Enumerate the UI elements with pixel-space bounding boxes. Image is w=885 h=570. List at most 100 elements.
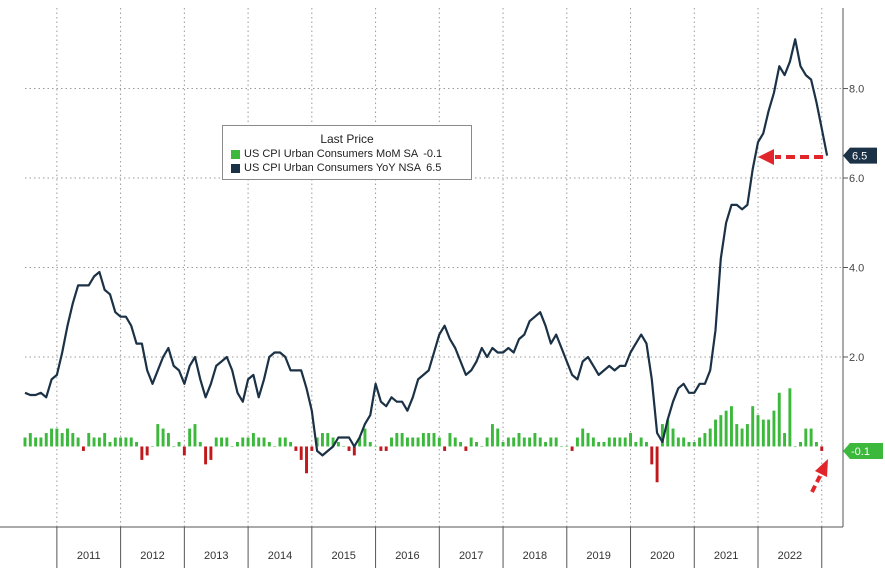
mom-bar [278, 437, 282, 447]
mom-bar [729, 406, 733, 447]
mom-bar [517, 433, 521, 447]
mom-bar [501, 441, 505, 447]
mom-bar [512, 437, 516, 447]
mom-bars [23, 388, 824, 483]
mom-bar [740, 428, 744, 447]
mom-bar [485, 437, 489, 447]
mom-bar [39, 437, 43, 447]
mom-bar [374, 446, 378, 447]
mom-bar [714, 419, 717, 447]
mom-bar [777, 392, 781, 447]
mom-bar [607, 437, 611, 447]
last-value-tag-yoy [843, 147, 877, 164]
mom-bar [198, 441, 202, 447]
mom-bar [347, 446, 351, 451]
mom-bar [34, 437, 38, 447]
mom-bar [267, 441, 271, 447]
mom-bar [363, 428, 367, 447]
mom-bar [97, 437, 101, 447]
mom-bar [76, 437, 80, 447]
mom-bar [793, 446, 797, 447]
mom-bar [613, 437, 617, 447]
mom-bar [166, 433, 170, 447]
mom-bar [108, 441, 112, 447]
mom-bar [623, 437, 627, 447]
yoy-line-layer [24, 38, 829, 457]
mom-bar [767, 419, 771, 447]
mom-bar [416, 437, 420, 447]
mom-bar [193, 424, 197, 447]
mom-bar [50, 428, 54, 447]
mom-bar [469, 437, 473, 447]
mom-bar [814, 441, 818, 447]
mom-bar [708, 428, 712, 447]
legend-value-yoy: 6.5 [426, 162, 442, 174]
mom-bar [575, 437, 579, 447]
mom-bar [81, 446, 85, 451]
mom-bar [687, 441, 691, 447]
mom-bar [724, 410, 728, 447]
last-value-label-yoy: 6.5 [852, 151, 867, 163]
mom-bar [145, 446, 149, 456]
mom-bar [71, 433, 75, 447]
mom-bar [581, 428, 585, 447]
mom-bar [490, 424, 494, 447]
y-tick-label: 4.0 [849, 263, 864, 275]
mom-bar [220, 437, 223, 447]
arrow-mom-head [815, 459, 828, 477]
mom-bar [735, 424, 739, 447]
mom-bar [156, 424, 160, 447]
mom-bar [66, 428, 69, 447]
x-tick-label: 2020 [650, 550, 674, 562]
mom-bar [315, 437, 319, 447]
mom-bar [177, 441, 181, 447]
mom-bar [565, 446, 569, 447]
mom-bar [400, 433, 404, 447]
mom-bar [671, 428, 675, 447]
mom-bar [336, 441, 340, 447]
legend-value-mom: -0.1 [423, 148, 443, 160]
mom-bar [597, 441, 601, 447]
x-tick-label: 2022 [778, 550, 802, 562]
mom-bar [299, 446, 303, 460]
mom-bar [655, 446, 659, 483]
mom-bar [28, 433, 32, 447]
legend-title: Last Price [320, 132, 374, 146]
mom-bar [257, 437, 261, 447]
mom-bar [618, 437, 622, 447]
mom-bar [427, 433, 431, 447]
mom-bar [544, 441, 548, 447]
mom-bar [788, 388, 792, 447]
mom-bar [60, 433, 64, 447]
mom-bar [384, 446, 388, 451]
mom-bar [522, 437, 526, 447]
mom-bar [119, 437, 123, 447]
x-tick-label: 2015 [331, 550, 355, 562]
x-tick-label: 2021 [714, 550, 738, 562]
mom-bar [496, 428, 500, 447]
mom-bar [506, 437, 510, 447]
mom-bar [204, 446, 208, 465]
annotation-layer: 6.5 -0.1 [758, 147, 883, 493]
mom-bar [538, 437, 542, 447]
x-tick-label: 2019 [586, 550, 610, 562]
mom-bar [549, 437, 553, 447]
mom-bar [453, 437, 457, 447]
legend-entry-mom: US CPI Urban Consumers MoM SA -0.1 [231, 148, 471, 160]
mom-bar [214, 437, 218, 447]
mom-bar [783, 433, 787, 447]
legend: Last Price US CPI Urban Consumers MoM SA… [222, 125, 472, 180]
mom-bar [809, 428, 813, 447]
mom-bar [390, 437, 393, 447]
mom-bar [432, 433, 436, 447]
mom-bar [602, 441, 606, 447]
legend-swatch-yoy [231, 163, 240, 173]
mom-bar [799, 441, 802, 447]
mom-bar [172, 446, 176, 447]
mom-bar [480, 446, 484, 447]
mom-bar [103, 433, 107, 447]
mom-bar [448, 433, 452, 447]
legend-label-mom: US CPI Urban Consumers MoM SA [244, 148, 419, 160]
mom-bar [262, 437, 266, 447]
